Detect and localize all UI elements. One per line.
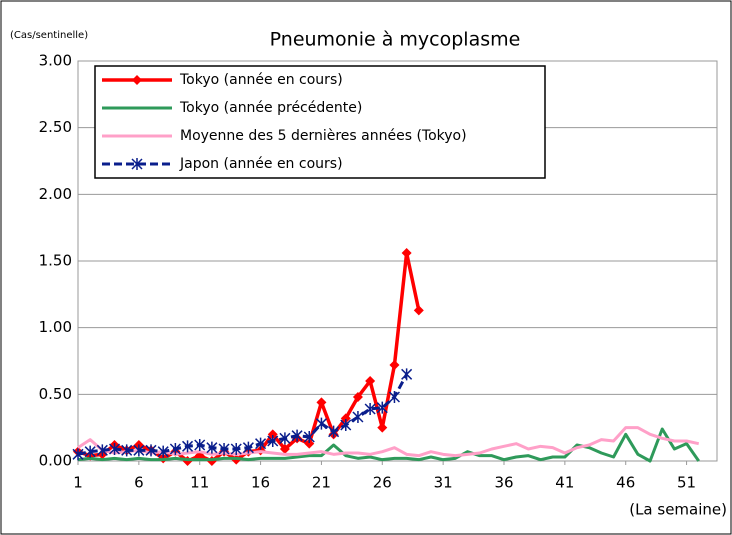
y-tick-label: 0.00 (39, 452, 72, 470)
x-tick-label: 21 (312, 474, 331, 492)
legend-label: Tokyo (année en cours) (179, 72, 343, 88)
y-tick-label: 1.00 (39, 318, 72, 336)
legend-label: Japon (année en cours) (179, 156, 343, 172)
x-tick-label: 16 (251, 474, 270, 492)
legend: Tokyo (année en cours) Tokyo (année précé… (95, 66, 545, 178)
x-tick-label: 36 (494, 474, 513, 492)
legend-label: Tokyo (année précédente) (179, 100, 362, 116)
x-tick-label: 31 (434, 474, 453, 492)
y-tick-label: 1.50 (39, 252, 72, 270)
y-axis-label: (Cas/sentinelle) (10, 30, 88, 41)
x-tick-label: 6 (134, 474, 144, 492)
chart: Pneumonie à mycoplasme (Cas/sentinelle) … (0, 0, 732, 535)
y-tick-label: 2.50 (39, 118, 72, 136)
x-tick-label: 41 (555, 474, 574, 492)
y-tick-label: 0.50 (39, 385, 72, 403)
x-axis-label: (La semaine) (629, 501, 727, 519)
x-tick-label: 11 (190, 474, 209, 492)
legend-label: Moyenne des 5 dernières années (Tokyo) (180, 128, 467, 144)
x-tick-label: 46 (616, 474, 635, 492)
y-tick-label: 2.00 (39, 185, 72, 203)
y-tick-label: 3.00 (39, 52, 72, 70)
x-tick-label: 51 (677, 474, 696, 492)
x-tick-label: 1 (73, 474, 83, 492)
chart-title: Pneumonie à mycoplasme (270, 29, 521, 51)
x-tick-label: 26 (373, 474, 392, 492)
